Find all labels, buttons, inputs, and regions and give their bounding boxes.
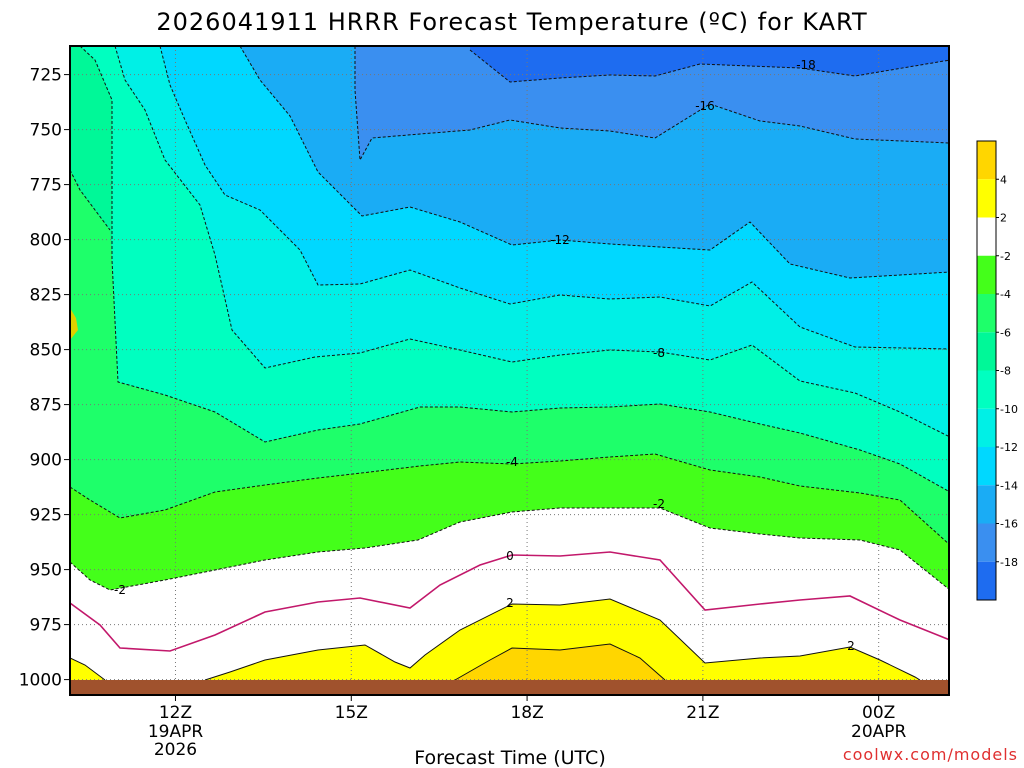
contour-label: 2 [847,639,855,653]
contour-minus-8 [79,46,949,493]
contour-minus-16 [354,46,949,162]
y-axis: 725 750 775 800 825 850 875 900 925 950 975 1000 [19,66,70,691]
colorbar-label: -14 [1000,479,1018,492]
colorbar-swatch [977,332,996,371]
chart-title: 2026041911 HRRR Forecast Temperature (ºC… [156,8,867,36]
color-fill-layer [70,46,949,695]
plot-frame [69,45,950,696]
colorbar-swatch [977,523,996,562]
contour-plus-2-west [70,657,106,681]
x-tick-label: 15Z [335,703,368,723]
y-tick-label: 875 [30,396,62,416]
colorbar-label: -18 [1000,556,1018,569]
colorbar-label: -2 [1000,250,1011,263]
y-tick-label: 900 [30,451,62,471]
fill-plus-4-west [70,658,105,680]
y-tick-label: 950 [30,561,62,581]
x-axis: 12Z19APR202615Z18Z21Z00Z20APR03Z [148,695,907,760]
grid-layer [70,46,949,695]
contour-plus-2-center [204,598,921,681]
contour-label: 2 [506,596,514,610]
contour-minus-2 [70,507,949,591]
colorbar-swatch [977,255,996,294]
colorbar-swatch [977,217,996,256]
fill-plus-6-west [70,308,78,340]
colorbar-label: -16 [1000,518,1018,531]
y-tick-label: 925 [30,506,62,526]
y-tick-label: 750 [30,121,62,141]
contour-label: 0 [506,549,514,563]
contour-label: -18 [796,58,816,72]
ground-terrain [70,680,949,695]
y-tick-label: 1000 [19,671,62,691]
contour-label: -12 [550,233,570,247]
colorbar-swatch [977,447,996,486]
fill-plus-2 [70,508,949,695]
contour-label: -8 [653,346,665,360]
y-tick-label: 975 [30,616,62,636]
colorbar-label: -4 [1000,288,1011,301]
contour-plus-4-center [454,643,666,681]
colorbar-swatch [977,141,996,180]
contour-label: -2 [653,497,665,511]
y-tick-label: 775 [30,176,62,196]
colorbar-swatch [977,408,996,447]
y-tick-label: 850 [30,341,62,361]
y-tick-label: 725 [30,66,62,86]
y-tick-label: 800 [30,231,62,251]
colorbar-label: -12 [1000,441,1018,454]
contour-minus-18 [469,49,949,83]
colorbar-swatch [977,485,996,524]
colorbar-swatch [977,294,996,333]
fill-plus-6-center [455,644,665,680]
contour-minus-4 [70,453,949,545]
colorbar-swatch [977,561,996,600]
x-tick-year: 2026 [154,740,197,760]
contour-minus-10 [114,46,949,438]
y-tick-label: 825 [30,286,62,306]
contour-minus-14 [239,46,949,279]
colorbar: 4 2 -2 -4 -6 -8 -10 -12 -14 -16 -18 [976,140,1018,601]
contour-zero [70,551,949,652]
colorbar-label: -6 [1000,326,1011,339]
contour-label: -2 [114,583,126,597]
x-axis-label: Forecast Time (UTC) [414,747,605,768]
colorbar-label: 4 [1000,173,1007,186]
contour-label: -4 [506,455,518,469]
colorbar-label: 2 [1000,212,1007,225]
x-tick-date: 20APR [851,722,907,742]
contour-minus-6 [70,169,111,231]
credit-text: coolwx.com/models [843,745,1018,764]
x-tick-label: 12Z [159,703,192,723]
colorbar-label: -10 [1000,403,1018,416]
colorbar-swatch [977,370,996,409]
x-tick-date: 19APR [148,722,204,742]
x-tick-label: 21Z [686,703,719,723]
contour-label-layer: -18 -16 -12 -8 -4 -2 0 2 -2 2 [114,58,855,653]
colorbar-swatch [977,179,996,218]
x-tick-label: 00Z [862,703,895,723]
contour-lines [70,46,949,681]
contour-label: -16 [695,99,715,113]
colorbar-label: -8 [1000,365,1011,378]
x-tick-label: 18Z [510,703,543,723]
